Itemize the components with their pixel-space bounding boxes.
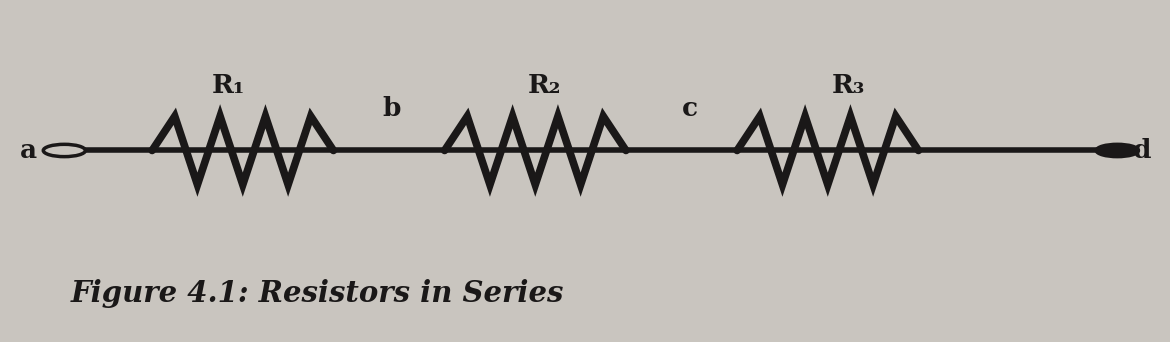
Text: R₃: R₃ bbox=[832, 73, 865, 98]
Text: Figure 4.1: Resistors in Series: Figure 4.1: Resistors in Series bbox=[70, 279, 564, 308]
Circle shape bbox=[1096, 144, 1138, 157]
Text: R₁: R₁ bbox=[212, 73, 245, 98]
Text: b: b bbox=[383, 96, 401, 121]
Text: R₂: R₂ bbox=[528, 73, 560, 98]
Text: c: c bbox=[682, 96, 698, 121]
Circle shape bbox=[43, 144, 85, 157]
Text: a: a bbox=[20, 138, 37, 163]
Text: d: d bbox=[1133, 138, 1151, 163]
